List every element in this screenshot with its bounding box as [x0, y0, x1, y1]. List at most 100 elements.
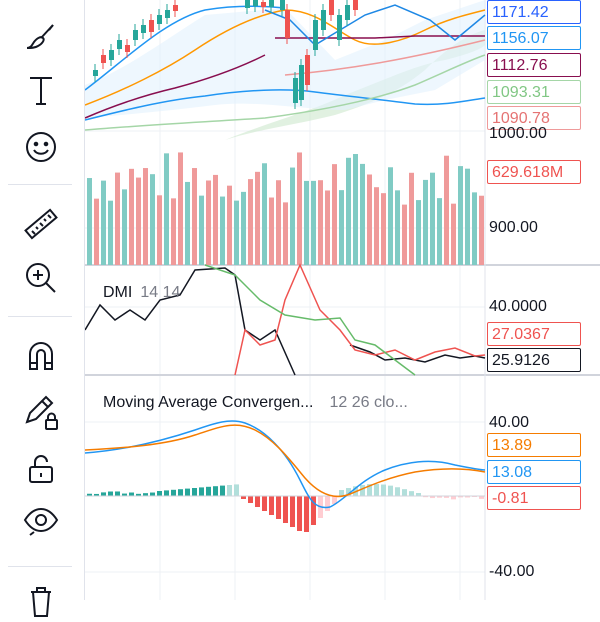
histogram-bar: [430, 496, 435, 499]
price-label-1112: 1112.76: [487, 53, 581, 77]
candle: [261, 2, 266, 7]
candle: [353, 0, 358, 10]
candle: [280, 0, 285, 10]
bollinger-upper-line: [85, 5, 286, 91]
brush-icon[interactable]: [16, 16, 66, 60]
volume-bar: [234, 200, 239, 265]
candle: [157, 15, 162, 24]
candle: [133, 30, 138, 40]
histogram-bar: [192, 488, 197, 496]
drawing-toolbar: [0, 0, 85, 617]
macd-axis-top: 40.00: [489, 414, 530, 431]
volume-bar: [325, 190, 330, 265]
histogram-bar: [339, 490, 344, 496]
histogram-bar: [129, 492, 134, 496]
bollinger-band-fill: [85, 0, 485, 118]
volume-bar: [402, 204, 407, 265]
volume-bar: [164, 153, 169, 265]
histogram-bar: [465, 496, 470, 498]
macd-value-2: 13.08: [487, 460, 581, 484]
histogram-bar: [115, 491, 120, 496]
volume-bar: [150, 174, 155, 265]
volume-bar: [101, 180, 106, 265]
volume-bar: [332, 164, 337, 265]
candle: [165, 10, 170, 18]
volume-label: 629.618M: [487, 160, 581, 184]
eye-icon[interactable]: [16, 500, 66, 544]
ruler-icon[interactable]: [16, 202, 66, 246]
candle: [337, 15, 342, 40]
histogram-bar: [122, 493, 127, 496]
volume-bar: [465, 168, 470, 265]
volume-bar: [479, 195, 484, 265]
candle: [321, 10, 326, 30]
macd-axis-bottom: -40.00: [489, 563, 535, 580]
histogram-bar: [213, 486, 218, 496]
dmi-value-2: 25.9126: [487, 348, 581, 372]
histogram-bar: [367, 484, 372, 496]
volume-bar: [346, 157, 351, 265]
macd-line: [85, 420, 486, 509]
volume-bar: [311, 180, 316, 265]
price-label-1000: 1000.00: [489, 125, 547, 142]
macd-legend[interactable]: Moving Average Convergen... 12 26 clo...: [103, 394, 408, 412]
macd-value-1: 13.89: [487, 433, 581, 457]
volume-bar: [87, 178, 92, 265]
candle: [101, 55, 106, 63]
histogram-bar: [199, 487, 204, 496]
emoji-icon[interactable]: [16, 125, 66, 169]
volume-bar: [318, 180, 323, 265]
volume-bars: [87, 152, 484, 265]
histogram-bar: [220, 485, 225, 496]
volume-bar: [241, 191, 246, 265]
volume-bar: [227, 185, 232, 265]
volume-bar: [360, 163, 365, 265]
candle: [269, 0, 274, 7]
chart-area[interactable]: 1171.42 1156.07 1112.76 1093.31 1090.78 …: [85, 0, 600, 600]
trash-icon[interactable]: [16, 578, 66, 622]
volume-bar: [283, 202, 288, 265]
price-label-900: 900.00: [489, 219, 538, 236]
histogram-bar: [164, 490, 169, 496]
volume-bar: [122, 189, 127, 265]
volume-bar: [423, 179, 428, 265]
candle: [293, 78, 298, 103]
volume-bar: [269, 197, 274, 265]
price-label-1171: 1171.42: [487, 0, 581, 24]
macd-params: 12 26 clo...: [329, 394, 408, 411]
histogram-bar: [416, 493, 421, 496]
histogram-bar: [388, 485, 393, 496]
text-icon[interactable]: [16, 68, 66, 112]
histogram-bar: [437, 496, 442, 498]
histogram-bar: [108, 491, 113, 496]
volume-bar: [143, 168, 148, 265]
histogram-bar: [297, 496, 302, 531]
unlock-icon[interactable]: [16, 446, 66, 490]
histogram-bar: [472, 496, 477, 498]
candle: [305, 55, 310, 85]
histogram-bar: [206, 486, 211, 496]
candle: [253, 0, 258, 6]
zoom-in-icon[interactable]: [16, 256, 66, 300]
candle: [345, 5, 350, 20]
volume-bar: [409, 172, 414, 265]
histogram-bar: [150, 492, 155, 496]
dmi-legend[interactable]: DMI 14 14: [103, 284, 180, 302]
price-label-1156: 1156.07: [487, 26, 581, 50]
volume-bar: [206, 180, 211, 265]
volume-bar: [108, 200, 113, 265]
lock-pencil-icon[interactable]: [16, 390, 66, 434]
dmi-minus-line: [234, 263, 486, 376]
histogram-bar: [332, 496, 337, 504]
volume-bar: [157, 195, 162, 265]
price-label-1093: 1093.31: [487, 80, 581, 104]
histogram-bar: [423, 496, 428, 498]
volume-bar: [388, 167, 393, 265]
magnet-icon[interactable]: [16, 333, 66, 377]
volume-bar: [416, 200, 421, 265]
chart-canvas[interactable]: [85, 0, 600, 600]
volume-bar: [458, 166, 463, 265]
macd-title: Moving Average Convergen...: [103, 394, 314, 411]
histogram-bar: [87, 493, 92, 496]
volume-bar: [451, 203, 456, 265]
